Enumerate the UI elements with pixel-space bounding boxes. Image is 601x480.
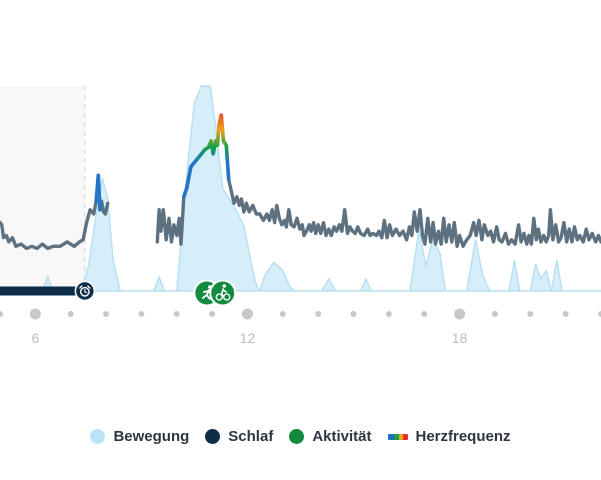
alarm-clock-hands-icon [84, 288, 88, 294]
legend-label-sleep: Schlaf [228, 428, 274, 445]
sleep-period-shade [0, 86, 85, 291]
alarm-clock-bells-icon [79, 285, 91, 289]
active-heart-rate-line-segment-1 [182, 113, 231, 199]
minor-tick-dot [67, 311, 74, 317]
minor-tick-dot [491, 311, 498, 317]
legend-label-heart-rate: Herzfrequenz [415, 428, 511, 445]
minor-tick-dot [173, 311, 180, 317]
major-tick-dot [454, 308, 466, 320]
movement-area [0, 85, 601, 292]
cycling-wheel-back-icon [215, 293, 223, 301]
minor-tick-dot [527, 311, 534, 317]
sleep-legend-dot [205, 429, 221, 444]
heart-rate-line-segment-1 [155, 113, 601, 248]
heart-rate-legend-swatch [387, 433, 408, 440]
minor-tick-dot [103, 311, 110, 317]
minor-tick-dot [138, 311, 145, 317]
legend-item-activity[interactable]: Aktivität [289, 428, 372, 445]
legend-label-activity: Aktivität [312, 428, 372, 445]
minor-tick-dot [421, 311, 428, 317]
minor-tick-dot [562, 311, 569, 317]
alarm-clock-icon [79, 286, 90, 297]
movement-legend-dot [90, 429, 106, 444]
chart-legend: Bewegung Schlaf Aktivität Herzfrequenz [0, 428, 601, 445]
legend-label-movement: Bewegung [113, 428, 190, 445]
active-heart-rate-line-segment-0 [94, 173, 102, 212]
x-tick-label: 12 [240, 330, 256, 346]
legend-item-movement[interactable]: Bewegung [90, 428, 189, 445]
activity-chart: 6 12 18 [0, 85, 601, 346]
cycling-head-icon [222, 284, 227, 288]
minor-tick-dot [350, 311, 357, 317]
legend-item-heart-rate[interactable]: Herzfrequenz [387, 428, 511, 445]
running-icon [201, 289, 213, 300]
legend-item-sleep[interactable]: Schlaf [205, 428, 273, 445]
minor-tick-dot [279, 311, 286, 317]
cycling-icon [220, 288, 228, 298]
minor-tick-dot [0, 311, 3, 317]
x-tick-label: 18 [452, 330, 468, 346]
x-tick-label: 6 [31, 330, 39, 346]
major-tick-dot [241, 308, 253, 320]
minor-tick-dot [209, 311, 216, 317]
minor-tick-dot [385, 311, 392, 317]
minor-tick-dot [315, 311, 322, 317]
activity-legend-dot [289, 429, 305, 444]
major-tick-dot [29, 308, 41, 320]
minor-tick-dot [598, 311, 601, 317]
